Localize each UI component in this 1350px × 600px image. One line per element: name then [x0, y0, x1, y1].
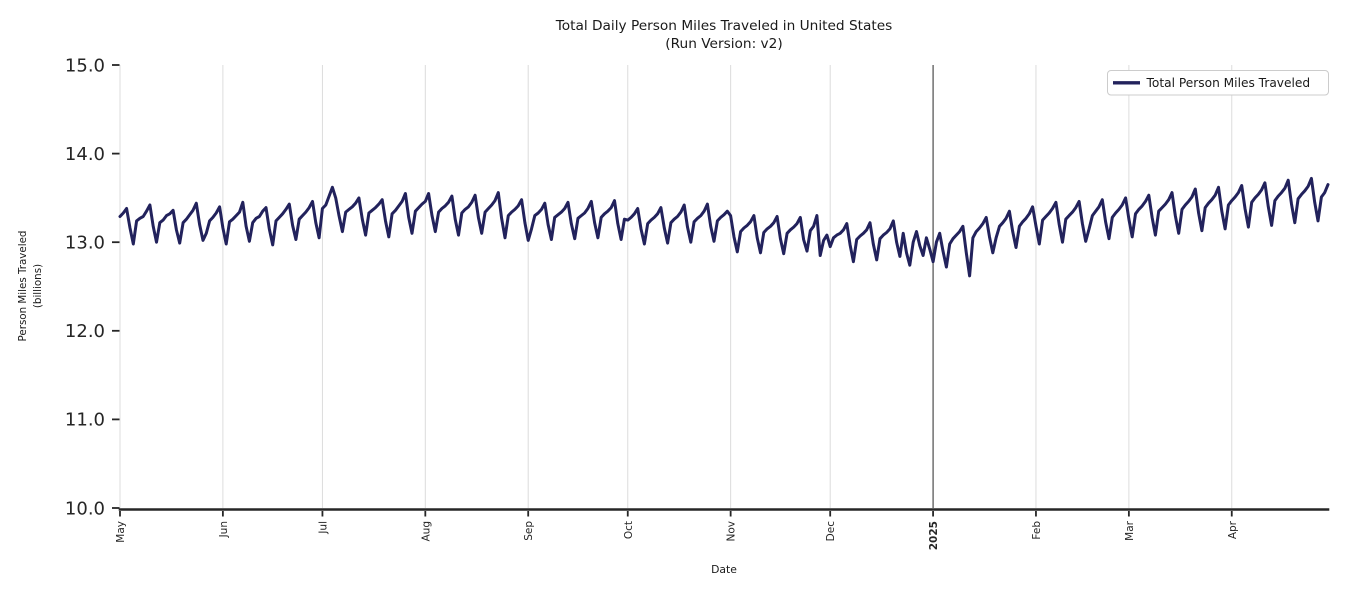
x-tick-label-apr: Apr — [1227, 520, 1239, 539]
x-tick-label-jun: Jun — [218, 521, 230, 538]
x-tick-label-jul: Jul — [317, 521, 329, 535]
x-axis-label: Date — [711, 563, 737, 576]
x-tick-label-oct: Oct — [623, 521, 635, 539]
gridlines — [119, 65, 1233, 508]
x-tick-label-mar: Mar — [1124, 520, 1136, 540]
chart-subtitle: (Run Version: v2) — [665, 36, 782, 52]
y-tick-label: 10.0 — [65, 498, 105, 519]
y-tick-label: 13.0 — [65, 233, 105, 254]
y-tick-label: 15.0 — [65, 55, 105, 76]
x-tick-label-2025: 2025 — [928, 521, 940, 550]
total-person-miles-line — [118, 176, 1330, 278]
legend-label: Total Person Miles Traveled — [1146, 76, 1311, 90]
chart-title: Total Daily Person Miles Traveled in Uni… — [555, 18, 893, 34]
legend-box — [1107, 70, 1329, 96]
x-tick-label-sep: Sep — [523, 521, 535, 541]
y-axis-label-line2: (billions) — [32, 264, 44, 308]
x-tick-label-dec: Dec — [825, 521, 837, 542]
x-tick-label-may: May — [115, 521, 127, 543]
x-tick-label-nov: Nov — [726, 521, 738, 542]
y-axis-label-line1: Person Miles Traveled — [17, 231, 29, 342]
data-series — [118, 176, 1330, 278]
x-tick-label-feb: Feb — [1031, 521, 1043, 540]
x-tick-label-aug: Aug — [420, 521, 432, 542]
y-tick-label: 11.0 — [65, 410, 105, 431]
y-tick-label: 12.0 — [65, 321, 105, 342]
legend: Total Person Miles Traveled — [1107, 70, 1329, 96]
x-axis-ticks: May Jun Jul Aug Sep Oct Nov Dec 2025 Feb Mar Apr — [115, 511, 1239, 550]
y-tick-label: 14.0 — [65, 144, 105, 165]
y-axis-ticks: 10.0 11.0 12.0 13.0 14.0 15.0 — [65, 55, 120, 519]
